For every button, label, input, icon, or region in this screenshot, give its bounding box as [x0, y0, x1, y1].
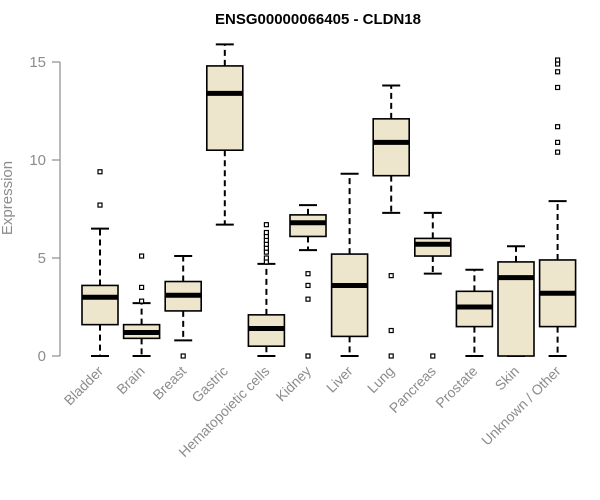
box-series [81, 43, 577, 359]
box-11 [538, 57, 577, 357]
x-tick-label: Bladder [61, 363, 107, 409]
x-tick-label: Brain [113, 363, 147, 397]
iqr-box [81, 284, 119, 326]
y-tick-label: 5 [38, 250, 46, 267]
box-2 [164, 255, 202, 359]
y-axis-label: Expression [0, 161, 16, 235]
y-axis-ticks: 0 5 10 15 [29, 54, 60, 365]
x-tick-label: Liver [323, 363, 356, 396]
outlier-point [139, 253, 145, 259]
box-10 [497, 245, 535, 357]
outlier-point [388, 273, 394, 279]
y-tick-label: 10 [29, 152, 46, 169]
box-1 [122, 253, 161, 357]
iqr-box [372, 118, 411, 177]
y-tick-label: 15 [29, 54, 46, 71]
box-6 [330, 172, 369, 357]
x-tick-label: Prostate [432, 363, 480, 411]
chart-title: ENSG00000066405 - CLDN18 [215, 11, 421, 28]
outlier-point [139, 298, 145, 304]
y-tick-label: 0 [38, 348, 46, 365]
outlier-point [139, 284, 145, 290]
box-5 [289, 204, 327, 359]
outlier-point [430, 353, 436, 359]
outlier-point [263, 229, 269, 236]
outlier-point [180, 353, 186, 359]
x-tick-label: Breast [149, 363, 189, 403]
iqr-box [206, 65, 244, 151]
iqr-box [413, 237, 452, 257]
outlier-point [554, 69, 561, 75]
outlier-point [263, 255, 269, 261]
x-tick-label: Kidney [273, 363, 315, 405]
outlier-point [388, 327, 394, 334]
outlier-point [305, 282, 311, 289]
x-tick-label: Skin [492, 363, 523, 394]
x-tick-label: Unknown / Other [478, 363, 564, 449]
outlier-point [554, 139, 561, 145]
box-8 [413, 211, 452, 359]
outlier-point [97, 169, 103, 175]
iqr-box [330, 253, 369, 338]
outlier-point [554, 84, 561, 91]
iqr-box [289, 214, 327, 238]
outlier-point [263, 222, 269, 228]
outlier-point [97, 202, 103, 208]
outlier-point [305, 271, 311, 277]
x-tick-label: Lung [364, 363, 397, 396]
outlier-point [305, 296, 311, 302]
outlier-point [388, 353, 394, 359]
outlier-point [554, 149, 561, 155]
box-0 [81, 169, 119, 357]
box-7 [372, 84, 411, 359]
outlier-point [554, 57, 561, 63]
outlier-point [305, 353, 311, 359]
box-4 [247, 222, 286, 357]
box-9 [455, 268, 494, 357]
box-3 [206, 43, 244, 226]
outlier-point [554, 124, 561, 130]
